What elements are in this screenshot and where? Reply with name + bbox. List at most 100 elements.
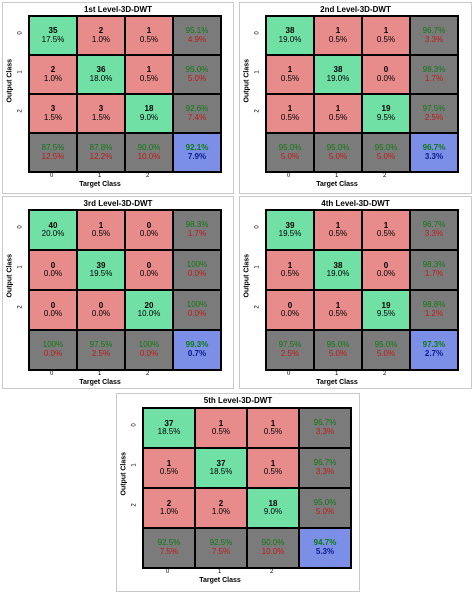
matrix-cell: 18 9.0%	[247, 488, 299, 528]
cell-count: 3	[98, 104, 104, 114]
cell-count: 3	[50, 104, 56, 114]
row-accuracy: 96.7%	[313, 458, 337, 468]
matrix-cell: 1 0.5%	[247, 408, 299, 448]
column-error: 5.0%	[280, 151, 300, 161]
matrix-cell: 1 0.5%	[266, 55, 314, 94]
confusion-matrix-panel-4: 4th Level-3D-DWT 39 19.5% 1 0.5% 1 0.5% 96.7% 3.…	[239, 196, 472, 389]
cell-count: 18	[268, 498, 278, 508]
matrix-cell: 39 19.5%	[77, 250, 125, 290]
cell-count: 36	[96, 65, 106, 75]
cell-percent: 17.5%	[41, 34, 65, 44]
cell-count: 1	[287, 65, 293, 75]
column-accuracy: 95.0%	[326, 340, 350, 350]
x-tick-label: 2	[383, 173, 387, 179]
matrix-cell: 0 0.0%	[77, 290, 125, 330]
matrix-cell: 19 9.5%	[362, 94, 410, 133]
overall-accuracy: 92.1%	[185, 142, 209, 152]
overall-accuracy: 96.7%	[422, 142, 446, 152]
row-summary-cell: 98.8% 1.2%	[410, 290, 458, 330]
row-error: 3.3%	[424, 229, 444, 238]
overall-accuracy-cell: 92.1% 7.9%	[173, 133, 221, 172]
cell-count: 2	[50, 65, 56, 75]
cell-count: 40	[48, 220, 58, 230]
row-summary-cell: 95.0% 5.0%	[299, 488, 351, 528]
cell-count: 0	[146, 260, 152, 270]
matrix-cell: 1 0.5%	[195, 408, 247, 448]
column-summary-cell: 87.8% 12.2%	[77, 133, 125, 172]
cell-percent: 0.5%	[376, 34, 396, 44]
cell-percent: 0.5%	[139, 73, 159, 83]
y-tick-label: 0	[254, 225, 261, 229]
column-summary-cell: 92.5% 7.5%	[143, 528, 195, 568]
x-tick-label: 0	[50, 173, 54, 179]
row-summary-cell: 98.3% 1.7%	[410, 55, 458, 94]
cell-count: 1	[335, 104, 341, 114]
cell-percent: 18.0%	[89, 73, 113, 83]
matrix-cell: 1 0.5%	[266, 94, 314, 133]
column-error: 2.5%	[280, 349, 300, 358]
cell-percent: 0.0%	[43, 309, 63, 318]
column-error: 12.5%	[41, 151, 65, 161]
confusion-matrix-panel-3: 3rd Level-3D-DWT 40 20.0% 1 0.5% 0 0.0% 98.3% 1.…	[2, 196, 234, 389]
y-tick-label: 0	[17, 31, 24, 35]
cell-count: 1	[335, 26, 341, 36]
x-tick-label: 1	[98, 173, 102, 179]
column-summary-cell: 95.0% 5.0%	[314, 133, 362, 172]
matrix-cell: 2 1.0%	[195, 488, 247, 528]
column-error: 7.5%	[159, 547, 179, 556]
row-error: 0.0%	[187, 309, 207, 318]
row-accuracy: 98.3%	[185, 220, 209, 230]
cell-percent: 0.0%	[376, 73, 396, 83]
overall-accuracy-cell: 99.3% 0.7%	[173, 330, 221, 370]
matrix-cell: 1 0.5%	[314, 16, 362, 55]
cell-count: 19	[381, 104, 391, 114]
column-error: 5.0%	[376, 349, 396, 358]
cell-count: 1	[287, 104, 293, 114]
row-accuracy: 100%	[186, 260, 208, 270]
x-tick-label: 2	[146, 173, 150, 179]
row-error: 7.4%	[187, 112, 207, 122]
cell-percent: 0.5%	[263, 467, 283, 476]
row-accuracy: 98.3%	[422, 64, 446, 74]
matrix-cell: 0 0.0%	[266, 290, 314, 330]
row-accuracy: 98.3%	[422, 260, 446, 270]
row-accuracy: 95.0%	[313, 498, 337, 508]
matrix-cell: 1 0.5%	[314, 290, 362, 330]
row-accuracy: 96.7%	[422, 220, 446, 230]
cell-count: 1	[270, 458, 276, 468]
cell-count: 35	[48, 26, 58, 36]
x-tick-label: 0	[287, 371, 291, 377]
column-error: 2.5%	[91, 349, 111, 358]
row-summary-cell: 95.1% 4.9%	[173, 16, 221, 55]
cell-count: 1	[166, 458, 172, 468]
overall-accuracy-cell: 97.3% 2.7%	[410, 330, 458, 370]
cell-percent: 18.5%	[157, 427, 181, 436]
cell-percent: 0.0%	[91, 309, 111, 318]
x-tick-label: 1	[218, 569, 222, 575]
matrix-cell: 1 0.5%	[143, 448, 195, 488]
cell-percent: 1.5%	[91, 112, 111, 122]
row-summary-cell: 98.3% 1.7%	[173, 210, 221, 250]
overall-error: 0.7%	[187, 349, 207, 358]
cell-count: 1	[218, 418, 224, 428]
y-tick-label: 2	[254, 109, 261, 113]
column-error: 7.5%	[211, 547, 231, 556]
row-summary-cell: 92.6% 7.4%	[173, 94, 221, 133]
matrix-cell: 19 9.5%	[362, 290, 410, 330]
row-summary-cell: 100% 0.0%	[173, 290, 221, 330]
cell-count: 38	[285, 26, 295, 36]
cell-percent: 1.0%	[91, 34, 111, 44]
column-summary-cell: 100% 0.0%	[125, 330, 173, 370]
y-tick-label: 0	[17, 225, 24, 229]
cell-percent: 19.0%	[278, 34, 302, 44]
row-summary-cell: 98.3% 1.7%	[410, 250, 458, 290]
cell-percent: 1.5%	[43, 112, 63, 122]
row-error: 1.7%	[187, 229, 207, 238]
overall-error: 2.7%	[424, 349, 444, 358]
column-error: 12.2%	[89, 151, 113, 161]
cell-percent: 0.5%	[211, 427, 231, 436]
y-tick-label: 0	[131, 423, 138, 427]
x-axis-label: Target Class	[79, 181, 121, 188]
cell-count: 1	[287, 260, 293, 270]
column-error: 5.0%	[328, 151, 348, 161]
